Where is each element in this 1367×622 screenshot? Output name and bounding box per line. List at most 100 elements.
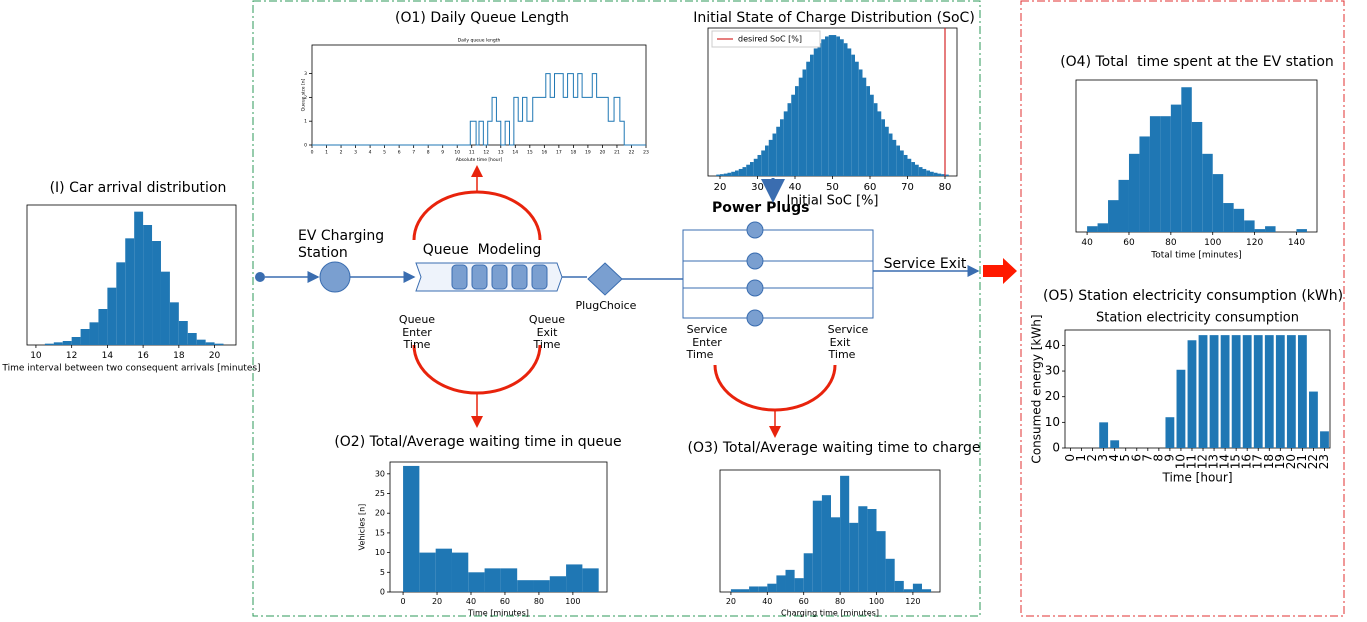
x-tick-label: 70 — [901, 182, 914, 193]
bar — [435, 548, 452, 592]
y-tick-label: 20 — [375, 509, 385, 518]
bar — [116, 262, 126, 345]
x-tick-label: 17 — [1251, 454, 1265, 469]
bar — [757, 154, 762, 176]
bar — [1253, 335, 1263, 448]
x-tick-label: 11 — [469, 150, 475, 156]
y-tick-label: 2 — [304, 95, 307, 101]
caption: (O1) Daily Queue Length — [395, 10, 569, 26]
bar — [840, 475, 850, 592]
x-tick-label: 5 — [1118, 454, 1132, 462]
bar — [746, 164, 750, 176]
bar — [740, 589, 750, 592]
bar — [533, 580, 550, 592]
bar — [803, 553, 813, 592]
x-tick-label: 2 — [340, 150, 343, 156]
y-axis-label: Vehicles [n] — [358, 504, 367, 551]
caption: (O5) Station electricity consumption (kW… — [1043, 288, 1343, 304]
bar — [500, 568, 518, 592]
bar — [765, 145, 769, 176]
bar — [1297, 335, 1307, 448]
x-tick-label: 100 — [869, 597, 884, 606]
bar — [1309, 391, 1318, 448]
x-tick-label: 6 — [398, 150, 401, 156]
queue-line — [312, 73, 646, 146]
x-tick-label: 140 — [1288, 238, 1305, 248]
queue-enter: Queue — [399, 313, 435, 326]
bar — [169, 302, 179, 345]
x-tick-label: 21 — [1295, 454, 1309, 469]
bar — [753, 158, 758, 176]
x-tick-label: 20 — [432, 597, 442, 606]
x-tick-label: 30 — [751, 182, 764, 193]
bar — [881, 119, 885, 176]
bar — [912, 583, 922, 592]
bar — [937, 173, 942, 176]
bar — [1264, 335, 1274, 448]
bar — [847, 48, 852, 176]
bar — [1233, 208, 1245, 232]
bar — [911, 162, 915, 176]
bar — [1275, 335, 1285, 448]
bar — [791, 94, 795, 176]
bar — [71, 337, 81, 345]
bar — [903, 589, 913, 592]
bar — [821, 39, 825, 176]
plot-frame — [1064, 329, 1331, 449]
x-tick-label: 6 — [1129, 454, 1143, 462]
bar — [1181, 87, 1192, 232]
bar — [1242, 335, 1252, 448]
x-tick-label: 80 — [939, 182, 952, 193]
bar — [780, 119, 784, 176]
bar — [1202, 153, 1213, 232]
bar — [933, 172, 938, 176]
x-tick-label: 13 — [1207, 454, 1221, 469]
x-tick-label: 12 — [1196, 454, 1210, 469]
bar — [1187, 340, 1197, 448]
x-tick-label: 20 — [726, 597, 736, 606]
queue-enter: Enter — [402, 326, 432, 339]
service-exit-time: Service — [828, 323, 869, 336]
legend-box — [711, 30, 821, 48]
bar — [53, 342, 63, 345]
source-dot — [255, 272, 265, 282]
y-axis-label: Consumed energy [kWh] — [1030, 314, 1044, 463]
caption: (O2) Total/Average waiting time in queue — [334, 434, 621, 450]
x-tick-label: 20 — [209, 351, 221, 361]
x-tick-label: 4 — [1107, 454, 1121, 462]
y-tick-label: 3 — [304, 71, 307, 77]
y-tick-label: 15 — [375, 528, 385, 537]
bar — [855, 61, 859, 176]
caption: (O3) Total/Average waiting time to charg… — [688, 440, 981, 456]
bar — [772, 133, 777, 176]
plug-choice-label: PlugChoice — [576, 299, 637, 312]
station-label: Station — [298, 245, 348, 261]
event-labels: Queue Enter Time Queue Exit Time Service… — [399, 313, 869, 361]
x-tick-label: 80 — [1165, 238, 1177, 248]
bar — [1139, 136, 1150, 232]
service-enter: Service — [687, 323, 728, 336]
x-tick-label: 80 — [835, 597, 845, 606]
x-tick-label: 9 — [1162, 454, 1176, 462]
x-tick-label: 10 — [1173, 454, 1187, 469]
bar — [900, 150, 904, 176]
plug-icons — [746, 221, 764, 327]
bar — [870, 94, 874, 176]
x-tick-label: 120 — [905, 597, 920, 606]
bar — [1254, 229, 1266, 232]
bar — [187, 333, 197, 345]
bar — [862, 77, 867, 176]
bar — [1191, 121, 1203, 232]
x-tick-label: 80 — [534, 597, 544, 606]
x-tick-label: 7 — [412, 150, 415, 156]
bar — [125, 238, 135, 345]
x-axis-label: Total time [minutes] — [1150, 251, 1242, 261]
bar — [930, 171, 934, 176]
bar — [892, 139, 897, 176]
x-tick-label: 5 — [383, 150, 386, 156]
bar — [921, 589, 932, 592]
bar — [749, 586, 759, 592]
bar — [1198, 335, 1208, 448]
power-plugs-label: Power Plugs — [712, 200, 809, 216]
y-tick-label: 30 — [1045, 364, 1060, 378]
